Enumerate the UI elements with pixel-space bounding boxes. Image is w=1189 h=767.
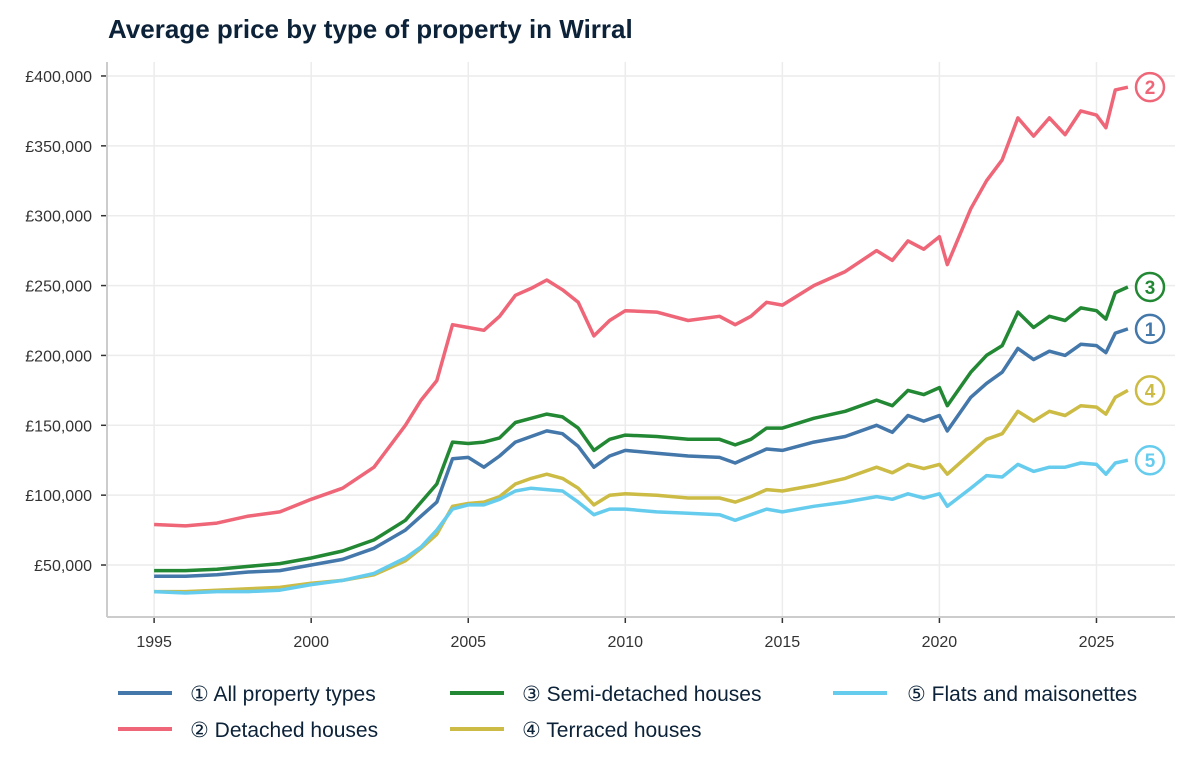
legend-label: ⑤ Flats and maisonettes [907, 683, 1137, 706]
end-label-circle [1134, 375, 1166, 406]
series-line-1 [154, 327, 1129, 578]
legend-label: ① All property types [190, 683, 376, 706]
y-tick-label: £150,000 [25, 418, 92, 435]
y-tick-label: £300,000 [25, 209, 92, 226]
series-line-5 [154, 458, 1129, 595]
legend: ① All property types ② Detached houses ③ S… [118, 683, 1137, 742]
series-line-3 [154, 285, 1129, 573]
end-label-circle [1134, 444, 1166, 476]
y-tick-label: £400,000 [25, 69, 92, 86]
end-label: 4 [1145, 381, 1156, 402]
end-label-circle [1134, 313, 1166, 345]
y-tick-label: £50,000 [34, 558, 92, 575]
grid [107, 62, 1175, 617]
x-tick-label: 2015 [765, 634, 801, 651]
x-tick-label: 2005 [450, 634, 486, 651]
y-tick-label: £350,000 [25, 139, 92, 156]
chart-title: Average price by type of property in Wir… [108, 14, 633, 44]
legend-label: ④ Terraced houses [522, 719, 702, 742]
end-label: 5 [1145, 451, 1156, 472]
y-tick-label: £100,000 [25, 488, 92, 505]
y-tick-label: £200,000 [25, 348, 92, 365]
legend-label: ② Detached houses [190, 719, 378, 742]
y-tick-label: £250,000 [25, 279, 92, 296]
x-tick-label: 2020 [922, 634, 958, 651]
x-tick-label: 2010 [607, 634, 643, 651]
axes: £50,000 £100,000 £150,000 £200,000 £250,000 £… [25, 62, 1175, 651]
end-label: 2 [1145, 78, 1156, 99]
end-label-circle [1134, 271, 1166, 303]
series-line-4 [154, 388, 1129, 594]
x-tick-label: 2000 [293, 634, 329, 651]
series-lines [154, 85, 1129, 595]
end-label: 1 [1145, 320, 1156, 341]
legend-label: ③ Semi-detached houses [522, 683, 761, 706]
x-tick-label: 1995 [136, 634, 172, 651]
series-line-2 [154, 85, 1129, 528]
end-label: 3 [1145, 278, 1156, 299]
x-tick-label: 2025 [1079, 634, 1115, 651]
end-label-circle [1134, 71, 1166, 103]
end-labels: 1 2 3 4 5 [1134, 71, 1166, 476]
